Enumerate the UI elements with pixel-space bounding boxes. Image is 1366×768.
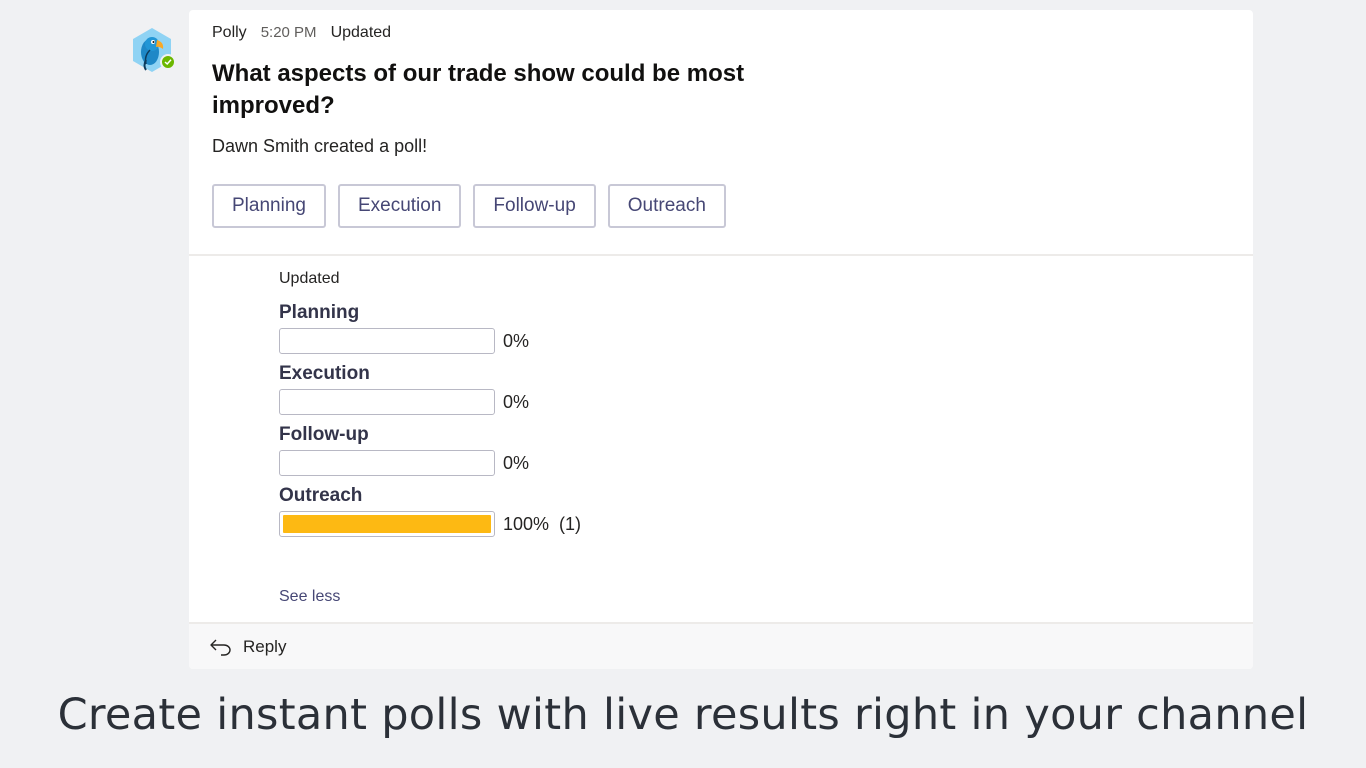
reply-arrow-icon: [210, 639, 231, 656]
polly-parrot-icon: [133, 28, 171, 72]
result-label: Planning: [279, 302, 360, 323]
sender-name[interactable]: Polly: [212, 24, 247, 41]
available-check-icon: [164, 59, 172, 66]
result-bar: [279, 328, 495, 354]
vote-option-execution-button[interactable]: Execution: [337, 184, 462, 228]
presence-badge: [160, 54, 176, 70]
result-bar: [279, 450, 495, 476]
poll-message-card: Polly 5:20 PM Updated What aspects of ou…: [189, 10, 1253, 669]
result-item: Outreach 100% (1): [279, 485, 581, 537]
result-percent: 100%: [503, 513, 550, 534]
message-header: Polly 5:20 PM Updated: [212, 24, 391, 42]
poll-creator-text: Dawn Smith created a poll!: [212, 136, 428, 156]
result-vote-count: (1): [559, 513, 582, 534]
poll-question: What aspects of our trade show could be …: [212, 60, 745, 119]
poll-results: Updated Planning 0% Execution 0% Follow-…: [279, 270, 581, 546]
updated-flag: Updated: [330, 24, 392, 41]
vote-option-follow-up-button[interactable]: Follow-up: [473, 184, 596, 228]
poll-options: Planning Execution Follow-up Outreach: [212, 184, 726, 228]
result-bar: [279, 511, 495, 537]
card-divider: [189, 254, 1253, 256]
see-less-link[interactable]: See less: [279, 588, 341, 605]
vote-option-planning-button[interactable]: Planning: [212, 184, 326, 228]
result-percent: 0%: [503, 330, 530, 351]
polly-avatar[interactable]: [128, 26, 176, 74]
result-label: Follow-up: [279, 424, 369, 445]
result-item: Follow-up 0%: [279, 424, 581, 476]
result-label: Outreach: [279, 485, 363, 506]
result-item: Planning 0%: [279, 302, 581, 354]
vote-option-outreach-button[interactable]: Outreach: [607, 184, 726, 228]
message-timestamp: 5:20 PM: [260, 24, 317, 41]
result-percent: 0%: [503, 452, 530, 473]
result-percent: 0%: [503, 391, 530, 412]
result-bar-fill: [283, 515, 491, 533]
result-label: Execution: [279, 363, 370, 384]
results-status: Updated: [279, 270, 340, 287]
result-item: Execution 0%: [279, 363, 581, 415]
promo-caption: Create instant polls with live results r…: [57, 690, 1309, 740]
result-bar: [279, 389, 495, 415]
reply-label: Reply: [243, 636, 287, 656]
reply-button[interactable]: Reply: [189, 622, 1253, 669]
